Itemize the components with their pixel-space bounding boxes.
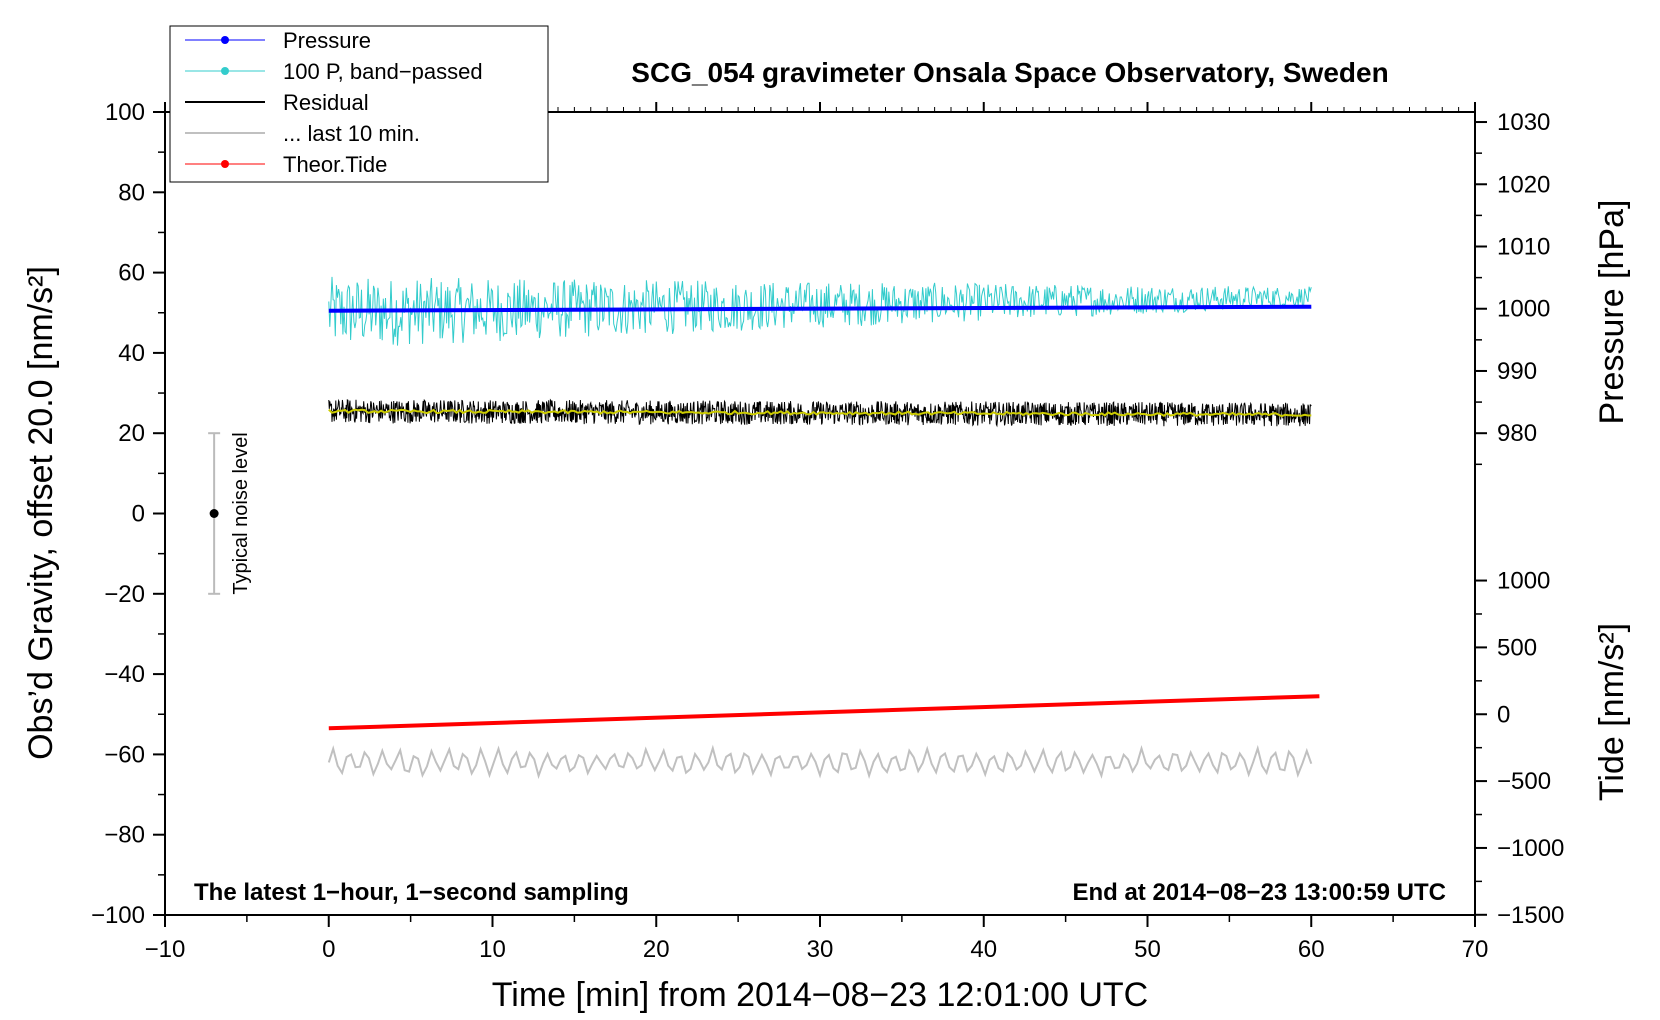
- y-tick-label: 0: [132, 501, 145, 528]
- legend-entries: Pressure 100 P, band−passed Residual ... la…: [185, 28, 483, 177]
- y-tick-label: −20: [104, 581, 145, 608]
- x-tick-label: 40: [970, 936, 997, 963]
- legend-label: 100 P, band−passed: [283, 59, 483, 84]
- x-tick-label: 50: [1134, 936, 1161, 963]
- y-axis-pressure: 980 990 1000 1010 1020 1030: [1475, 109, 1550, 466]
- y-tick-label: 60: [118, 260, 145, 287]
- legend-marker: [221, 36, 229, 44]
- legend-marker: [221, 67, 229, 75]
- pressure-tick-label: 1000: [1497, 296, 1550, 323]
- x-tick-label: 60: [1298, 936, 1325, 963]
- x-tick-label: 70: [1462, 936, 1489, 963]
- y-axis-left: −100 −80 −60 −40 −20 0 20 40 60 80 100: [91, 99, 165, 929]
- y-tick-label: −40: [104, 661, 145, 688]
- series-residual-smoothed: [328, 408, 1312, 418]
- series-layer: [327, 276, 1320, 780]
- pressure-tick-label: 990: [1497, 358, 1537, 385]
- noise-bar-label: Typical noise level: [230, 432, 252, 594]
- series-pressure: [328, 304, 1312, 313]
- y-tick-label: −100: [91, 902, 145, 929]
- tide-tick-label: −1500: [1497, 902, 1564, 929]
- legend-marker: [221, 160, 229, 168]
- pressure-tick-label: 1020: [1497, 171, 1550, 198]
- tide-tick-label: 0: [1497, 701, 1510, 728]
- noise-bar-dot: [209, 509, 219, 518]
- x-tick-label: −10: [145, 936, 186, 963]
- y-tick-label: 20: [118, 420, 145, 447]
- series-theor-tide: [328, 694, 1320, 731]
- sampling-note: The latest 1−hour, 1−second sampling: [194, 879, 629, 906]
- legend-label: ... last 10 min.: [283, 121, 420, 146]
- x-axis: −10 0 10 20 30 40 50 60 70: [145, 102, 1489, 963]
- pressure-tick-label: 1030: [1497, 109, 1550, 136]
- x-tick-label: 20: [643, 936, 670, 963]
- x-axis-title: Time [min] from 2014−08−23 12:01:00 UTC: [492, 976, 1148, 1014]
- pressure-tick-label: 980: [1497, 420, 1537, 447]
- tide-tick-label: 1000: [1497, 568, 1550, 595]
- x-tick-label: 0: [322, 936, 335, 963]
- tide-tick-label: 500: [1497, 634, 1537, 661]
- y-tick-label: 40: [118, 340, 145, 367]
- y-tick-label: 80: [118, 179, 145, 206]
- y-tick-label: −60: [104, 741, 145, 768]
- pressure-axis-title: Pressure [hPa]: [1593, 200, 1631, 425]
- noise-bar: Typical noise level: [208, 432, 252, 595]
- legend: Pressure 100 P, band−passed Residual ... la…: [169, 25, 549, 183]
- tide-axis-title: Tide [nm/s²]: [1593, 623, 1631, 801]
- tide-tick-label: −1000: [1497, 835, 1564, 862]
- series-last-10-min: [327, 744, 1313, 780]
- legend-box: [169, 25, 549, 183]
- x-tick-label: 30: [807, 936, 834, 963]
- x-tick-label: 10: [479, 936, 506, 963]
- chart-title: SCG_054 gravimeter Onsala Space Observat…: [631, 57, 1388, 88]
- y-tick-label: −80: [104, 822, 145, 849]
- y-tick-label: 100: [105, 99, 145, 126]
- legend-label: Pressure: [283, 28, 371, 53]
- series-band-passed-pressure: [328, 276, 1312, 346]
- legend-label: Theor.Tide: [283, 152, 387, 177]
- pressure-tick-label: 1010: [1497, 234, 1550, 261]
- tide-tick-label: −500: [1497, 768, 1551, 795]
- legend-label: Residual: [283, 90, 369, 115]
- y-axis-left-title: Obs’d Gravity, offset 20.0 [nm/s²]: [22, 266, 60, 760]
- end-time-note: End at 2014−08−23 13:00:59 UTC: [1072, 879, 1446, 906]
- y-axis-tide: −1500 −1000 −500 0 500 1000: [1475, 568, 1564, 929]
